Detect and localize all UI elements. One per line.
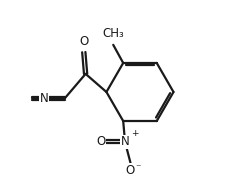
Text: O: O [96,135,105,148]
Text: O: O [79,35,88,48]
Text: CH₃: CH₃ [102,27,124,40]
Text: +: + [131,129,138,138]
Text: ⁻: ⁻ [136,164,141,174]
Text: O: O [126,164,135,177]
Text: N: N [121,135,129,148]
Text: N: N [40,92,48,105]
